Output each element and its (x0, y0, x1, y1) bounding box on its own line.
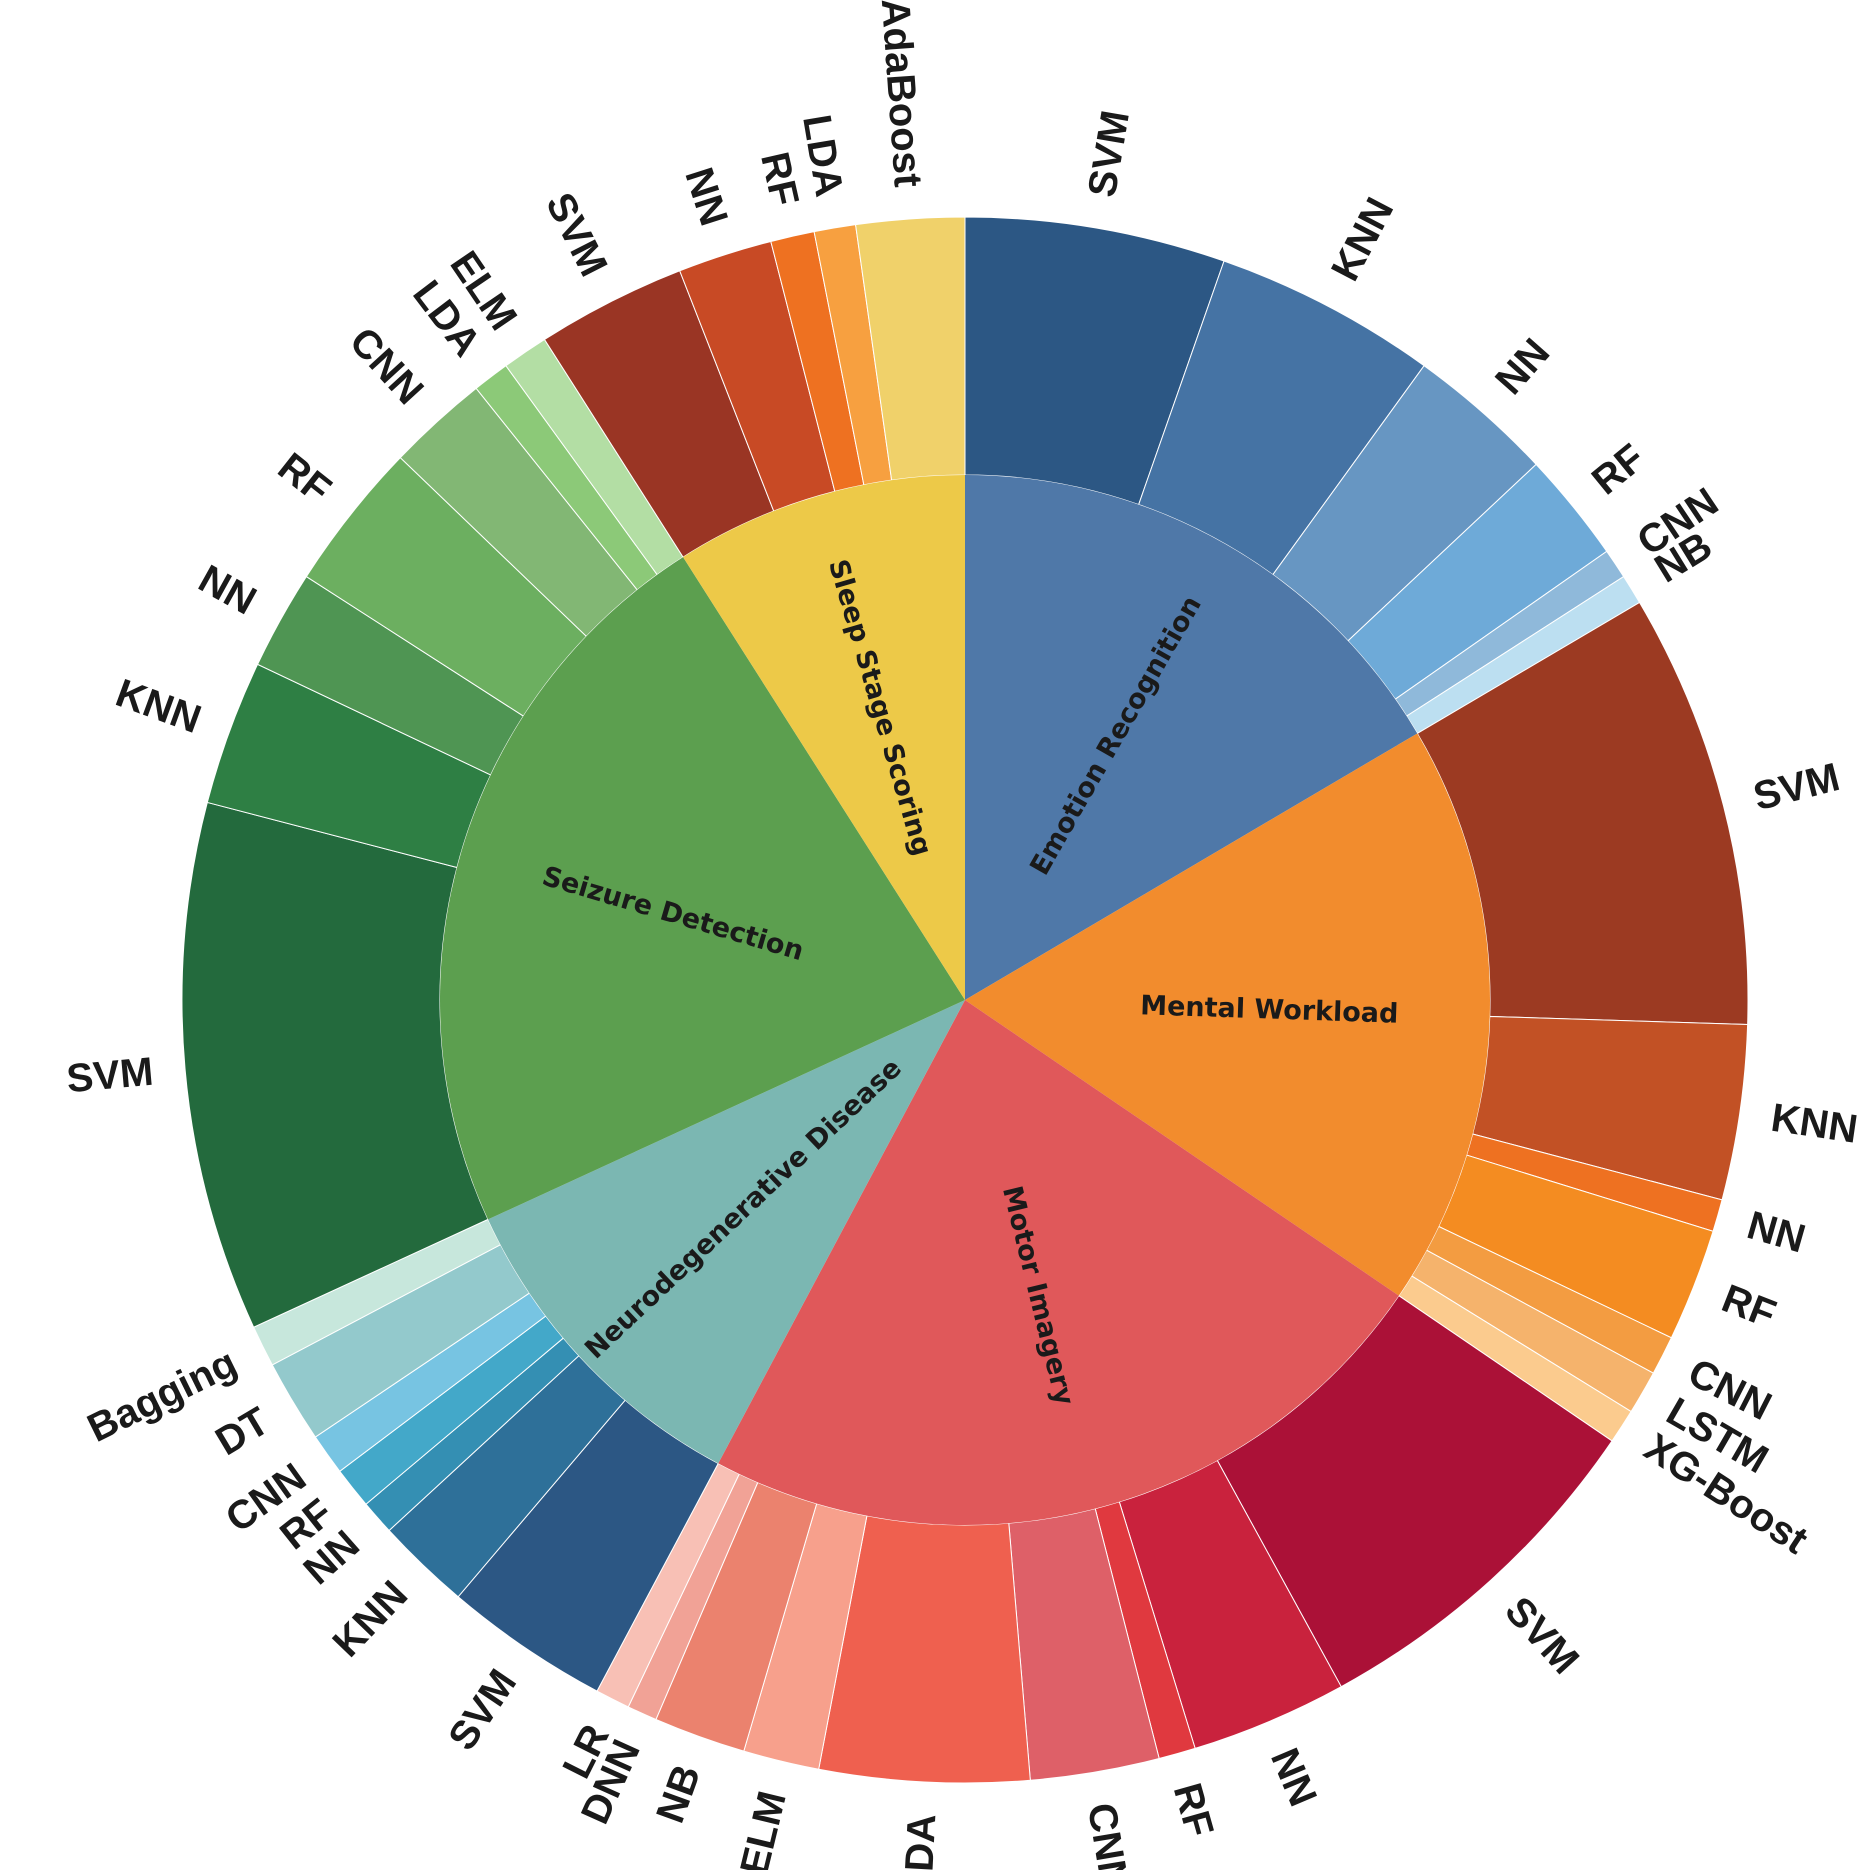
outer-ring (181, 216, 1749, 1784)
label-motor-imagery-nn: NN (1262, 1742, 1325, 1812)
label-mental-workload-svm: SVM (1749, 755, 1844, 819)
label-mental-workload-rf: RF (1716, 1276, 1782, 1336)
label-neurodegenerative-disease-knn: KNN (325, 1573, 417, 1666)
label-emotion-recognition-svm: SVM (1080, 107, 1138, 200)
label-seizure-detection-svm: SVM (65, 1050, 155, 1101)
inner-ring (439, 475, 1490, 1525)
label-motor-imagery-rf: RF (1165, 1779, 1222, 1842)
category-emotion-recognition (965, 475, 1418, 1000)
category-sleep-stage-scoring (683, 475, 965, 1000)
label-sleep-stage-scoring-rf: RF (752, 148, 807, 210)
label-seizure-detection-nn: NN (191, 557, 263, 624)
label-motor-imagery-svm: SVM (1496, 1589, 1587, 1683)
label-mental-workload-knn: KNN (1768, 1096, 1860, 1152)
label-emotion-recognition-rf: RF (1584, 436, 1653, 504)
label-seizure-detection-rf: RF (270, 445, 339, 513)
label-neurodegenerative-disease-dt: DT (208, 1399, 276, 1464)
label-motor-imagery-lda: LDA (896, 1813, 944, 1870)
label-motor-imagery-elm: ELM (732, 1787, 795, 1870)
category-mental-workload (965, 733, 1490, 1296)
label-seizure-detection-cnn: CNN (341, 319, 432, 413)
label-emotion-recognition-knn: KNN (1323, 191, 1402, 288)
label-motor-imagery-cnn: CNN (1079, 1800, 1137, 1870)
label-seizure-detection-knn: KNN (110, 671, 206, 742)
label-neurodegenerative-disease-svm: SVM (440, 1662, 525, 1758)
category-motor-imagery (718, 1000, 1399, 1525)
label-mental-workload-nn: NN (1742, 1203, 1810, 1261)
category-neurodegenerative-disease (488, 1000, 965, 1464)
category-seizure-detection (439, 557, 965, 1220)
label-emotion-recognition-nn: NN (1487, 330, 1558, 402)
label-sleep-stage-scoring-nn: NN (676, 163, 736, 231)
label-sleep-stage-scoring-adaboost: AdaBoost (873, 0, 930, 189)
label-sleep-stage-scoring-svm: SVM (537, 186, 615, 283)
label-motor-imagery-nb: NB (648, 1759, 709, 1828)
